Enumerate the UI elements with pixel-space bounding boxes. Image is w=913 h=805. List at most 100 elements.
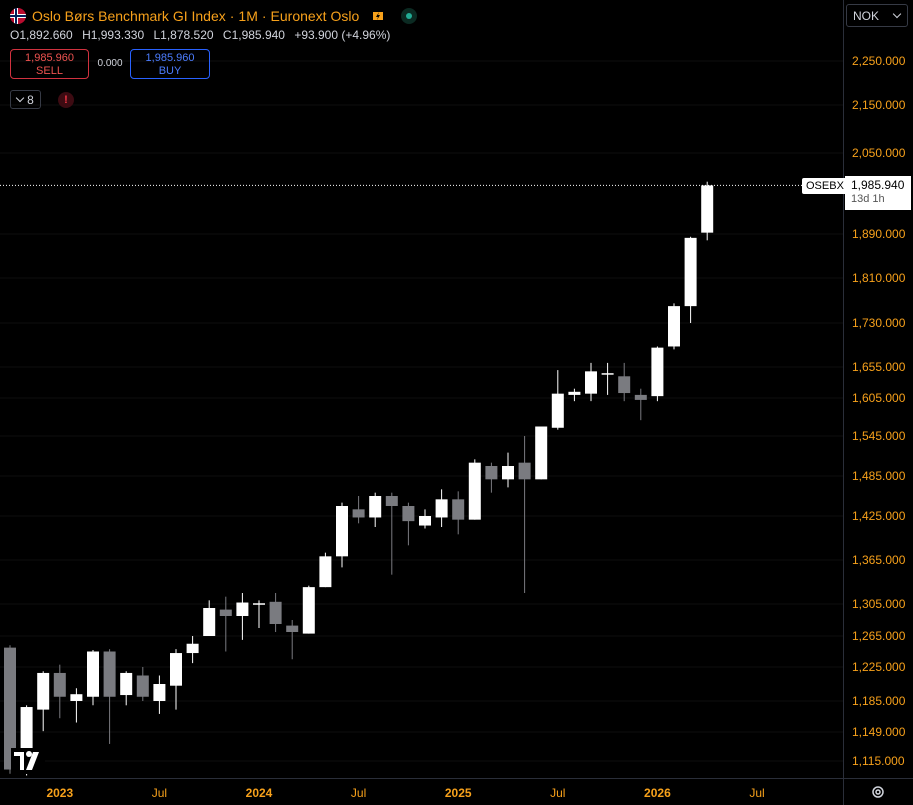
price-tick-label: 2,050.000 xyxy=(852,146,906,160)
indicators-toggle[interactable]: 8 xyxy=(10,90,41,109)
time-tick-label: Jul xyxy=(152,786,167,800)
title-separator: · xyxy=(229,8,235,24)
time-tick-label: 2023 xyxy=(46,786,73,800)
price-axis[interactable]: 2,250.000 2,150.000 2,050.000 1,890.000 1,81… xyxy=(843,0,906,805)
candle xyxy=(502,452,514,488)
candle-body xyxy=(634,394,647,400)
candle-body xyxy=(535,426,548,480)
candle xyxy=(203,600,216,636)
candle-body xyxy=(651,347,664,397)
candle xyxy=(468,459,481,520)
candle xyxy=(153,675,166,714)
candles xyxy=(4,181,714,776)
candle-body xyxy=(153,684,166,701)
candle xyxy=(120,671,133,706)
candle xyxy=(518,436,531,593)
price-tick-label: 1,730.000 xyxy=(852,316,906,330)
candle xyxy=(402,502,415,546)
price-tick-label: 2,150.000 xyxy=(852,98,906,112)
price-tick-label: 1,605.000 xyxy=(852,391,906,405)
candle-body xyxy=(452,499,465,520)
price-tick-label: 1,115.000 xyxy=(852,754,905,768)
time-tick-label: 2025 xyxy=(445,786,472,800)
price-tick-label: 1,265.000 xyxy=(852,629,906,643)
change-value: +93.900 (+4.96%) xyxy=(294,28,391,42)
candle xyxy=(601,362,614,395)
open-value: 1,892.660 xyxy=(19,28,73,42)
open-label: O xyxy=(10,28,20,42)
candle-body xyxy=(485,466,498,480)
candle xyxy=(419,509,431,529)
candle-body xyxy=(369,496,382,518)
last-price-value: 1,985.940 xyxy=(851,178,905,192)
candle xyxy=(87,649,99,706)
candle xyxy=(336,502,348,568)
market-status-icon[interactable] xyxy=(401,8,418,24)
candle xyxy=(551,370,564,430)
bolt-icon[interactable] xyxy=(371,9,385,23)
time-tick-label: 2026 xyxy=(644,786,671,800)
time-axis[interactable]: 2023 Jul 2024 Jul 2025 Jul 2026 Jul xyxy=(0,778,913,801)
interval-label[interactable]: 1M xyxy=(238,8,258,24)
candle xyxy=(186,636,199,664)
time-tick-label: 2024 xyxy=(246,786,273,800)
candle-body xyxy=(136,675,149,697)
candle-body xyxy=(302,587,315,634)
chevron-down-icon xyxy=(892,9,902,18)
candle xyxy=(568,388,581,402)
high-label: H xyxy=(82,28,91,42)
candle xyxy=(435,489,448,527)
time-tick-label: Jul xyxy=(351,786,366,800)
price-tick-label: 1,485.000 xyxy=(852,469,906,483)
exchange-label[interactable]: Euronext Oslo xyxy=(270,8,360,24)
time-tick-label: Jul xyxy=(550,786,565,800)
candle xyxy=(37,671,50,732)
candle xyxy=(701,181,714,241)
close-label: C xyxy=(222,28,232,42)
candle xyxy=(219,596,232,652)
candle-body xyxy=(352,509,365,518)
spread-value: 0.000 xyxy=(97,58,123,69)
candle-body xyxy=(269,601,282,624)
candle xyxy=(53,664,66,719)
buy-button[interactable]: 1,985.960 BUY xyxy=(130,49,210,79)
candle-body xyxy=(668,306,680,347)
gear-icon[interactable] xyxy=(870,784,886,800)
price-tick-label: 1,655.000 xyxy=(852,360,906,374)
low-label: L xyxy=(153,28,161,42)
candle-body xyxy=(253,603,265,605)
symbol-price-tag: OSEBX xyxy=(802,178,848,194)
chevron-down-icon xyxy=(15,93,25,102)
price-tick-label: 1,149.000 xyxy=(852,725,906,739)
chart-grid xyxy=(0,60,843,762)
buy-price: 1,985.960 xyxy=(145,52,195,64)
candle xyxy=(319,552,332,588)
candle-body xyxy=(468,462,481,520)
price-tick-label: 1,810.000 xyxy=(852,271,906,285)
candle-body xyxy=(585,371,597,394)
high-value: 1,993.330 xyxy=(90,28,145,42)
candle xyxy=(535,426,548,480)
candle-body xyxy=(203,608,216,636)
candle xyxy=(136,667,149,701)
candle-body xyxy=(53,672,66,697)
candle xyxy=(236,593,249,640)
tradingview-logo-icon[interactable] xyxy=(11,748,45,774)
candle-body xyxy=(186,643,199,654)
candle-body xyxy=(236,602,249,616)
sell-button[interactable]: 1,985.960 SELL xyxy=(10,49,89,79)
price-tick-label: 1,425.000 xyxy=(852,509,906,523)
candle-body xyxy=(502,466,514,480)
currency-value: NOK xyxy=(853,8,880,23)
candle-body xyxy=(286,625,299,632)
alert-icon[interactable]: ! xyxy=(58,92,74,108)
candle xyxy=(452,491,465,535)
currency-select[interactable]: NOK xyxy=(846,4,908,27)
symbol-name[interactable]: Oslo Børs Benchmark GI Index xyxy=(32,8,226,24)
candle-body xyxy=(618,376,631,394)
candle xyxy=(286,620,299,660)
candle-body xyxy=(120,672,133,696)
candle-body xyxy=(170,653,182,686)
candle-body xyxy=(435,499,448,518)
